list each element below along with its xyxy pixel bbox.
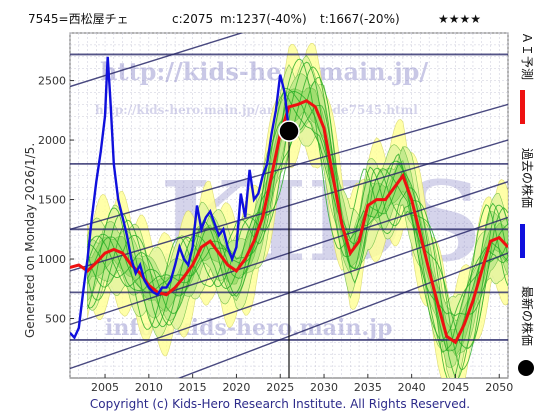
copyright-footer: Copyright (c) Kids-Hero Research Institu…: [90, 397, 470, 411]
legend: ＡＩ予測 過去の株価 最新の株価: [518, 32, 535, 376]
latest-price-marker: [278, 120, 300, 142]
legend-latest-price-marker: [518, 360, 534, 376]
watermark-main-url: http://kids-hero.main.jp/: [100, 57, 428, 86]
forecast-band: [87, 73, 508, 368]
y-tick-label: 500: [45, 313, 66, 326]
x-tick-label: 2010: [135, 381, 163, 394]
x-tick-label: 2015: [179, 381, 207, 394]
ensemble-forecast-line: [87, 91, 508, 352]
grid: [69, 32, 509, 378]
ensemble-forecast-line: [87, 87, 508, 353]
legend-past-price-label: 過去の株価: [520, 148, 535, 208]
ensemble-forecast-line: [87, 58, 508, 378]
header-rating-stars: ★★★★: [438, 12, 481, 26]
header-mid-price: m:1237(-40%): [220, 12, 307, 26]
generated-date-label: Generated on Monday 2026/1/5.: [23, 143, 37, 338]
past-price-series-line: [70, 56, 291, 340]
x-tick-label: 2005: [91, 381, 119, 394]
y-tick-label: 1000: [38, 253, 66, 266]
trend-channel-line: [70, 33, 244, 88]
legend-ai-forecast-label: ＡＩ予測: [520, 32, 534, 80]
header-code-name: 7545=西松屋チェ: [28, 12, 129, 26]
y-tick-label: 2000: [38, 134, 66, 147]
ensemble-forecast-line: [87, 61, 508, 378]
x-tick-label: 2050: [485, 381, 513, 394]
axis-ticks: 2005 2010 2015 2020 2025 2030 2035 2040 2045 2050…: [38, 75, 513, 394]
y-tick-label: 2500: [38, 75, 66, 88]
ensemble-forecast-line: [87, 66, 508, 371]
x-tick-label: 2045: [441, 381, 469, 394]
watermark-sub-url: http://kids-hero.main.jp/analysis/code75…: [95, 103, 418, 117]
legend-latest-price-label: 最新の株価: [520, 286, 535, 346]
x-tick-label: 2030: [310, 381, 338, 394]
header-target-price: t:1667(-20%): [320, 12, 400, 26]
legend-past-price-swatch: [520, 224, 525, 258]
x-tick-label: 2040: [398, 381, 426, 394]
forecast-bands: [87, 42, 508, 378]
ensemble-forecast-line: [87, 91, 508, 343]
y-tick-label: 1500: [38, 194, 66, 207]
legend-ai-forecast-swatch: [520, 90, 525, 124]
header-current-price: c:2075: [172, 12, 213, 26]
x-tick-label: 2025: [266, 381, 294, 394]
x-tick-label: 2035: [354, 381, 382, 394]
x-tick-label: 2020: [222, 381, 250, 394]
